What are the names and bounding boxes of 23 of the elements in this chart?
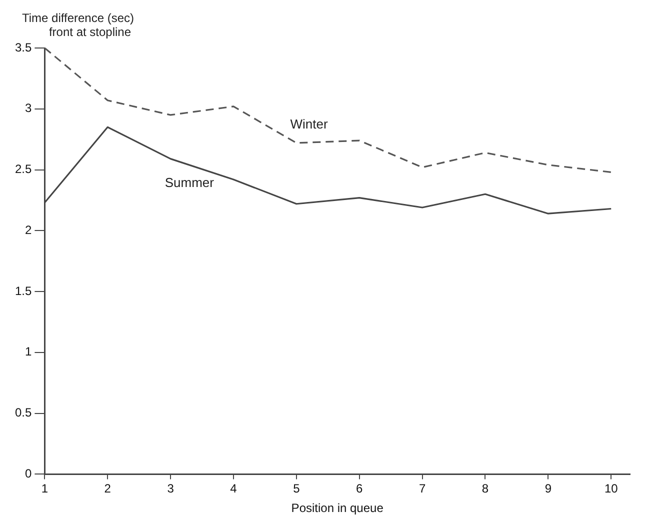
x-axis-title: Position in queue: [291, 501, 384, 516]
y-tick-label: 0.5: [14, 406, 32, 420]
x-tick-label: 2: [104, 482, 112, 496]
x-tick-label: 7: [418, 482, 426, 496]
x-tick-label: 4: [230, 482, 238, 496]
x-tick-label: 10: [604, 482, 618, 496]
y-tick-label: 0: [24, 466, 32, 481]
y-tick-label: 2: [24, 222, 32, 237]
y-tick-label: 2.5: [14, 162, 32, 176]
line-series: [44, 48, 612, 174]
x-tick-label: 1: [41, 482, 48, 496]
series-label: Winter: [290, 116, 328, 132]
y-tick-label: 1.5: [14, 284, 32, 298]
y-axis-title: Time difference (sec) front at stopline: [22, 11, 134, 39]
x-tick-label: 5: [293, 482, 300, 496]
y-tick-label: 3.5: [14, 40, 32, 54]
x-tick-label: 8: [482, 482, 489, 496]
x-tick-label: 9: [544, 482, 552, 496]
x-tick-label: 6: [356, 482, 364, 496]
series-label: Summer: [164, 175, 215, 190]
y-tick-label: 1: [24, 344, 32, 359]
y-tick-label: 3: [24, 101, 32, 116]
x-tick-label: 3: [167, 482, 174, 496]
